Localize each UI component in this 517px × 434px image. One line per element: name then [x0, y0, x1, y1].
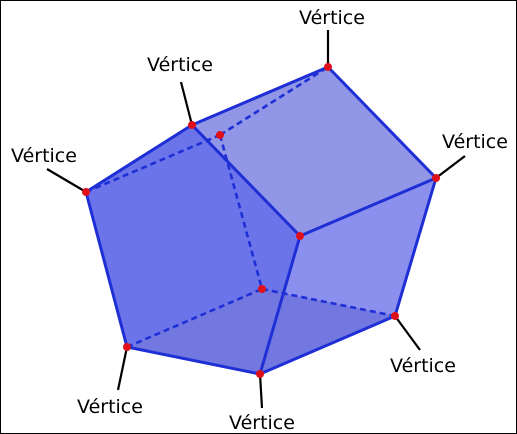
- edge: [190, 65, 330, 127]
- hidden-edge: [219, 65, 329, 137]
- leader-line: [116, 346, 129, 391]
- edge: [190, 123, 302, 238]
- vertex-dot: [216, 131, 224, 139]
- vertex-label-bottom: Vértice: [229, 412, 295, 433]
- vertex-dot: [296, 232, 304, 240]
- vertices: [82, 63, 440, 378]
- edge: [298, 176, 438, 238]
- vertex-dot: [391, 312, 399, 320]
- leader-line: [46, 168, 87, 193]
- face-bottom: [127, 289, 395, 374]
- edge: [258, 234, 302, 376]
- vertex-dot: [82, 188, 90, 196]
- vertex-label-right: Vértice: [442, 131, 508, 153]
- vertex-labels: Vértice Vértice Vértice Vértice Vértice …: [11, 7, 508, 433]
- leader-lines: [46, 30, 466, 409]
- edge: [125, 345, 262, 376]
- vertex-dot: [258, 285, 266, 293]
- leader-line: [179, 81, 194, 126]
- vertex-label-left: Vértice: [11, 145, 77, 167]
- vertex-label-top: Vértice: [299, 7, 365, 29]
- vertex-label-lower-right: Vértice: [390, 355, 456, 377]
- vertex-label-upper-left: Vértice: [147, 54, 213, 76]
- leader-line: [435, 155, 466, 179]
- vertex-dot: [256, 370, 264, 378]
- edge: [258, 314, 397, 376]
- edge: [84, 190, 129, 349]
- face-top-right: [192, 67, 436, 236]
- edge: [84, 123, 194, 194]
- leader-line: [258, 373, 264, 409]
- leader-line: [394, 315, 421, 351]
- edge: [393, 176, 438, 318]
- edge: [326, 65, 438, 180]
- vertex-dot: [188, 121, 196, 129]
- hidden-edge: [126, 287, 263, 349]
- vertex-dot: [432, 174, 440, 182]
- hidden-edge: [218, 134, 264, 290]
- visible-edges: [84, 65, 438, 376]
- hidden-edge: [85, 133, 221, 194]
- vertex-dot: [123, 343, 131, 351]
- vertex-dot: [324, 63, 332, 71]
- vertex-label-lower-left: Vértice: [77, 396, 143, 418]
